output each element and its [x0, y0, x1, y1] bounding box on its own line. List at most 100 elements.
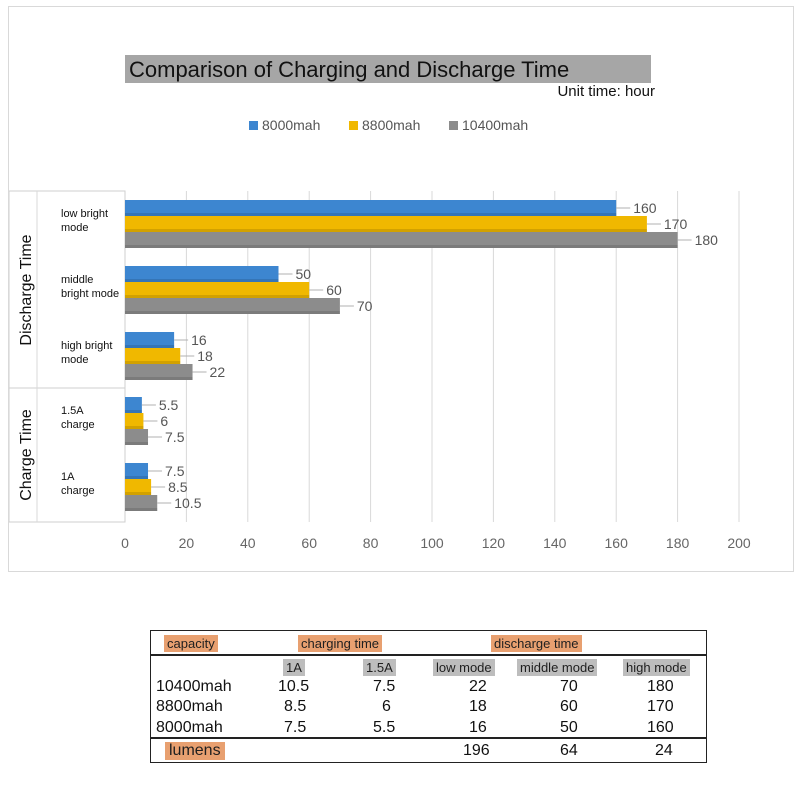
bar-shade — [125, 476, 149, 479]
bar-shade — [125, 508, 158, 511]
table-cell: 7.5 — [373, 678, 396, 695]
data-label: 50 — [296, 266, 312, 282]
table-cell: 18 — [469, 698, 487, 715]
subheader-1-5a: 1.5A — [363, 659, 396, 676]
category-label: 1A — [61, 471, 75, 483]
bar — [125, 348, 181, 364]
subheader-middle-mode: middle mode — [517, 659, 598, 676]
bar — [125, 495, 158, 511]
data-label: 10.5 — [174, 495, 201, 511]
category-label: charge — [61, 419, 95, 431]
bar — [125, 216, 647, 232]
chart-title-bg — [125, 55, 651, 83]
bar-shade — [125, 377, 193, 380]
legend-swatch — [449, 121, 458, 130]
data-table: capacity charging time discharge time 1A… — [150, 630, 707, 763]
data-label: 7.5 — [165, 429, 185, 445]
x-tick-label: 160 — [605, 535, 629, 551]
data-label: 170 — [664, 216, 688, 232]
data-label: 6 — [160, 413, 168, 429]
bar-shade — [125, 295, 310, 298]
bar — [125, 397, 142, 413]
category-label: mode — [61, 354, 89, 366]
x-tick-label: 200 — [727, 535, 751, 551]
bar — [125, 413, 144, 429]
table-row-capacity: 8800mah — [156, 698, 223, 715]
bar-shade — [125, 311, 340, 314]
data-label: 5.5 — [159, 397, 179, 413]
x-tick-label: 60 — [301, 535, 317, 551]
data-label: 18 — [197, 348, 213, 364]
bar-shade — [125, 492, 152, 495]
x-tick-label: 180 — [666, 535, 690, 551]
header-charging-time: charging time — [298, 635, 383, 652]
bar — [125, 364, 193, 380]
bar — [125, 429, 149, 445]
lumens-value: 24 — [655, 742, 673, 759]
bar-shade — [125, 229, 647, 232]
chart-title: Comparison of Charging and Discharge Tim… — [129, 57, 569, 82]
category-label: bright mode — [61, 288, 119, 300]
category-label: 1.5A — [61, 405, 84, 417]
table-cell: 60 — [560, 698, 578, 715]
bar — [125, 282, 310, 298]
group-box-charge — [9, 387, 126, 523]
table-divider — [151, 737, 706, 739]
chart-subtitle: Unit time: hour — [557, 83, 655, 100]
legend-label: 8000mah — [262, 117, 320, 133]
bar — [125, 232, 678, 248]
lumens-value: 64 — [560, 742, 578, 759]
lumens-label: lumens — [165, 742, 225, 760]
data-label: 22 — [210, 364, 226, 380]
bar — [125, 200, 617, 216]
category-label: high bright — [61, 340, 112, 352]
table-cell: 180 — [647, 678, 674, 695]
x-tick-label: 120 — [482, 535, 506, 551]
legend-label: 10400mah — [462, 117, 528, 133]
group-label: Discharge Time — [18, 234, 35, 345]
subheader-low-mode: low mode — [433, 659, 495, 676]
bar-shade — [125, 245, 678, 248]
data-label: 8.5 — [168, 479, 188, 495]
table-cell: 160 — [647, 719, 674, 736]
bar-shade — [125, 279, 279, 282]
bar — [125, 266, 279, 282]
data-label: 70 — [357, 298, 373, 314]
data-label: 7.5 — [165, 463, 185, 479]
group-label: Charge Time — [18, 409, 35, 501]
subheader-1a: 1A — [283, 659, 305, 676]
category-label: mode — [61, 222, 89, 234]
x-tick-label: 80 — [363, 535, 379, 551]
table-row-capacity: 8000mah — [156, 719, 223, 736]
bar — [125, 332, 175, 348]
bar — [125, 479, 152, 495]
table-cell: 70 — [560, 678, 578, 695]
chart-panel: Comparison of Charging and Discharge Tim… — [8, 6, 794, 572]
table-cell: 6 — [382, 698, 391, 715]
x-tick-label: 140 — [543, 535, 567, 551]
table-row-capacity: 10400mah — [156, 678, 232, 695]
table-cell: 170 — [647, 698, 674, 715]
category-label: low bright — [61, 208, 108, 220]
x-tick-label: 20 — [179, 535, 195, 551]
table-cell: 22 — [469, 678, 487, 695]
data-label: 16 — [191, 332, 207, 348]
legend-swatch — [349, 121, 358, 130]
table-cell: 7.5 — [284, 719, 307, 736]
bar-chart: Comparison of Charging and Discharge Tim… — [9, 55, 751, 551]
x-tick-label: 0 — [121, 535, 129, 551]
header-discharge-time: discharge time — [491, 635, 582, 652]
lumens-value: 196 — [463, 742, 490, 759]
table-cell: 50 — [560, 719, 578, 736]
bar-shade — [125, 442, 149, 445]
bar-shade — [125, 213, 617, 216]
bar — [125, 463, 149, 479]
data-label: 60 — [326, 282, 342, 298]
data-label: 160 — [633, 200, 657, 216]
category-label: middle — [61, 274, 93, 286]
legend-swatch — [249, 121, 258, 130]
bar-shade — [125, 410, 142, 413]
table-cell: 8.5 — [284, 698, 307, 715]
bar-shade — [125, 361, 181, 364]
bar-shade — [125, 345, 175, 348]
